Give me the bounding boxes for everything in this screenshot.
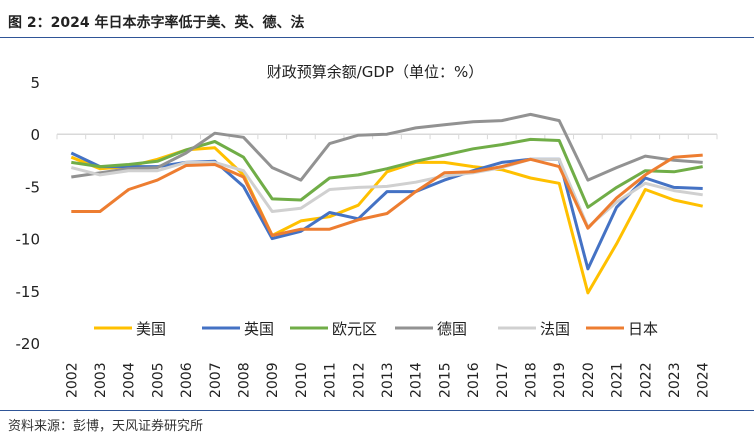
- x-tick-label: 2019: [552, 362, 568, 398]
- x-tick-label: 2004: [122, 362, 138, 398]
- x-tick-label: 2017: [495, 362, 511, 398]
- x-tick-label: 2002: [64, 362, 80, 398]
- series-line-3: [71, 112, 703, 182]
- x-tick-label: 2009: [265, 362, 281, 398]
- y-tick-label: 0: [30, 126, 40, 144]
- x-tick-label: 2011: [323, 362, 339, 398]
- chart-title: 财政预算余额/GDP（单位：%）: [267, 63, 484, 81]
- series-line-2: [71, 137, 703, 209]
- legend-item: 英国: [202, 320, 274, 338]
- x-tick-label: 2024: [696, 362, 712, 398]
- top-rule: [0, 37, 754, 38]
- y-tick-label: -15: [16, 283, 41, 301]
- x-tick-label: 2008: [237, 362, 253, 398]
- x-tick-label: 2022: [638, 362, 654, 398]
- legend-label: 日本: [628, 320, 658, 338]
- legend-label: 法国: [540, 320, 570, 338]
- legend-item: 欧元区: [290, 320, 377, 338]
- y-tick-label: 5: [30, 74, 40, 92]
- figure-title: 图 2：2024 年日本赤字率低于美、英、德、法: [8, 15, 305, 31]
- x-tick-label: 2012: [351, 362, 367, 398]
- x-tick-label: 2006: [179, 362, 195, 398]
- legend-label: 英国: [244, 320, 274, 338]
- legend-item: 日本: [586, 320, 658, 338]
- legend-label: 德国: [437, 320, 467, 338]
- x-tick-label: 2015: [437, 362, 453, 398]
- bottom-rule: [0, 410, 754, 411]
- x-tick-label: 2023: [667, 362, 683, 398]
- source-note: 资料来源：彭博，天风证券研究所: [8, 419, 204, 434]
- x-tick-label: 2013: [380, 362, 396, 398]
- x-tick-label: 2005: [150, 362, 166, 398]
- x-tick-label: 2021: [610, 362, 626, 398]
- y-tick-label: -5: [25, 178, 40, 196]
- legend-item: 法国: [498, 320, 570, 338]
- series-line-5: [71, 153, 703, 237]
- legend-item: 德国: [395, 320, 467, 338]
- x-tick-label: 2020: [581, 362, 597, 398]
- legend-label: 欧元区: [332, 320, 377, 338]
- x-tick-label: 2003: [93, 362, 109, 398]
- x-tick-label: 2014: [409, 362, 425, 398]
- x-tick-label: 2010: [294, 362, 310, 398]
- y-tick-label: -10: [16, 231, 41, 249]
- x-tick-label: 2007: [208, 362, 224, 398]
- legend-label: 美国: [136, 320, 166, 338]
- x-tick-label: 2016: [466, 362, 482, 398]
- y-tick-label: -20: [16, 335, 41, 353]
- legend-item: 美国: [94, 320, 166, 338]
- x-tick-label: 2018: [523, 362, 539, 398]
